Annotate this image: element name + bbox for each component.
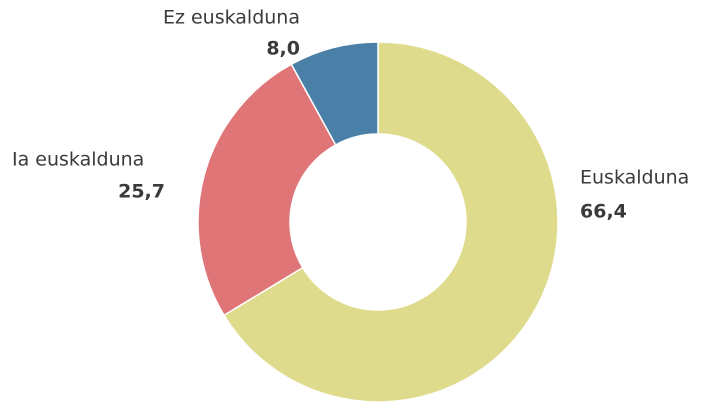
slice-label: Ia euskalduna	[12, 149, 144, 171]
donut-slice	[197, 63, 337, 317]
donut-slice	[223, 41, 559, 403]
slice-value: 66,4	[580, 201, 627, 223]
slice-value: 8,0	[266, 38, 300, 60]
slice-label: Euskalduna	[580, 167, 689, 189]
donut-slice	[290, 41, 379, 146]
slice-label: Ez euskalduna	[163, 7, 300, 29]
slice-value: 25,7	[118, 181, 165, 203]
